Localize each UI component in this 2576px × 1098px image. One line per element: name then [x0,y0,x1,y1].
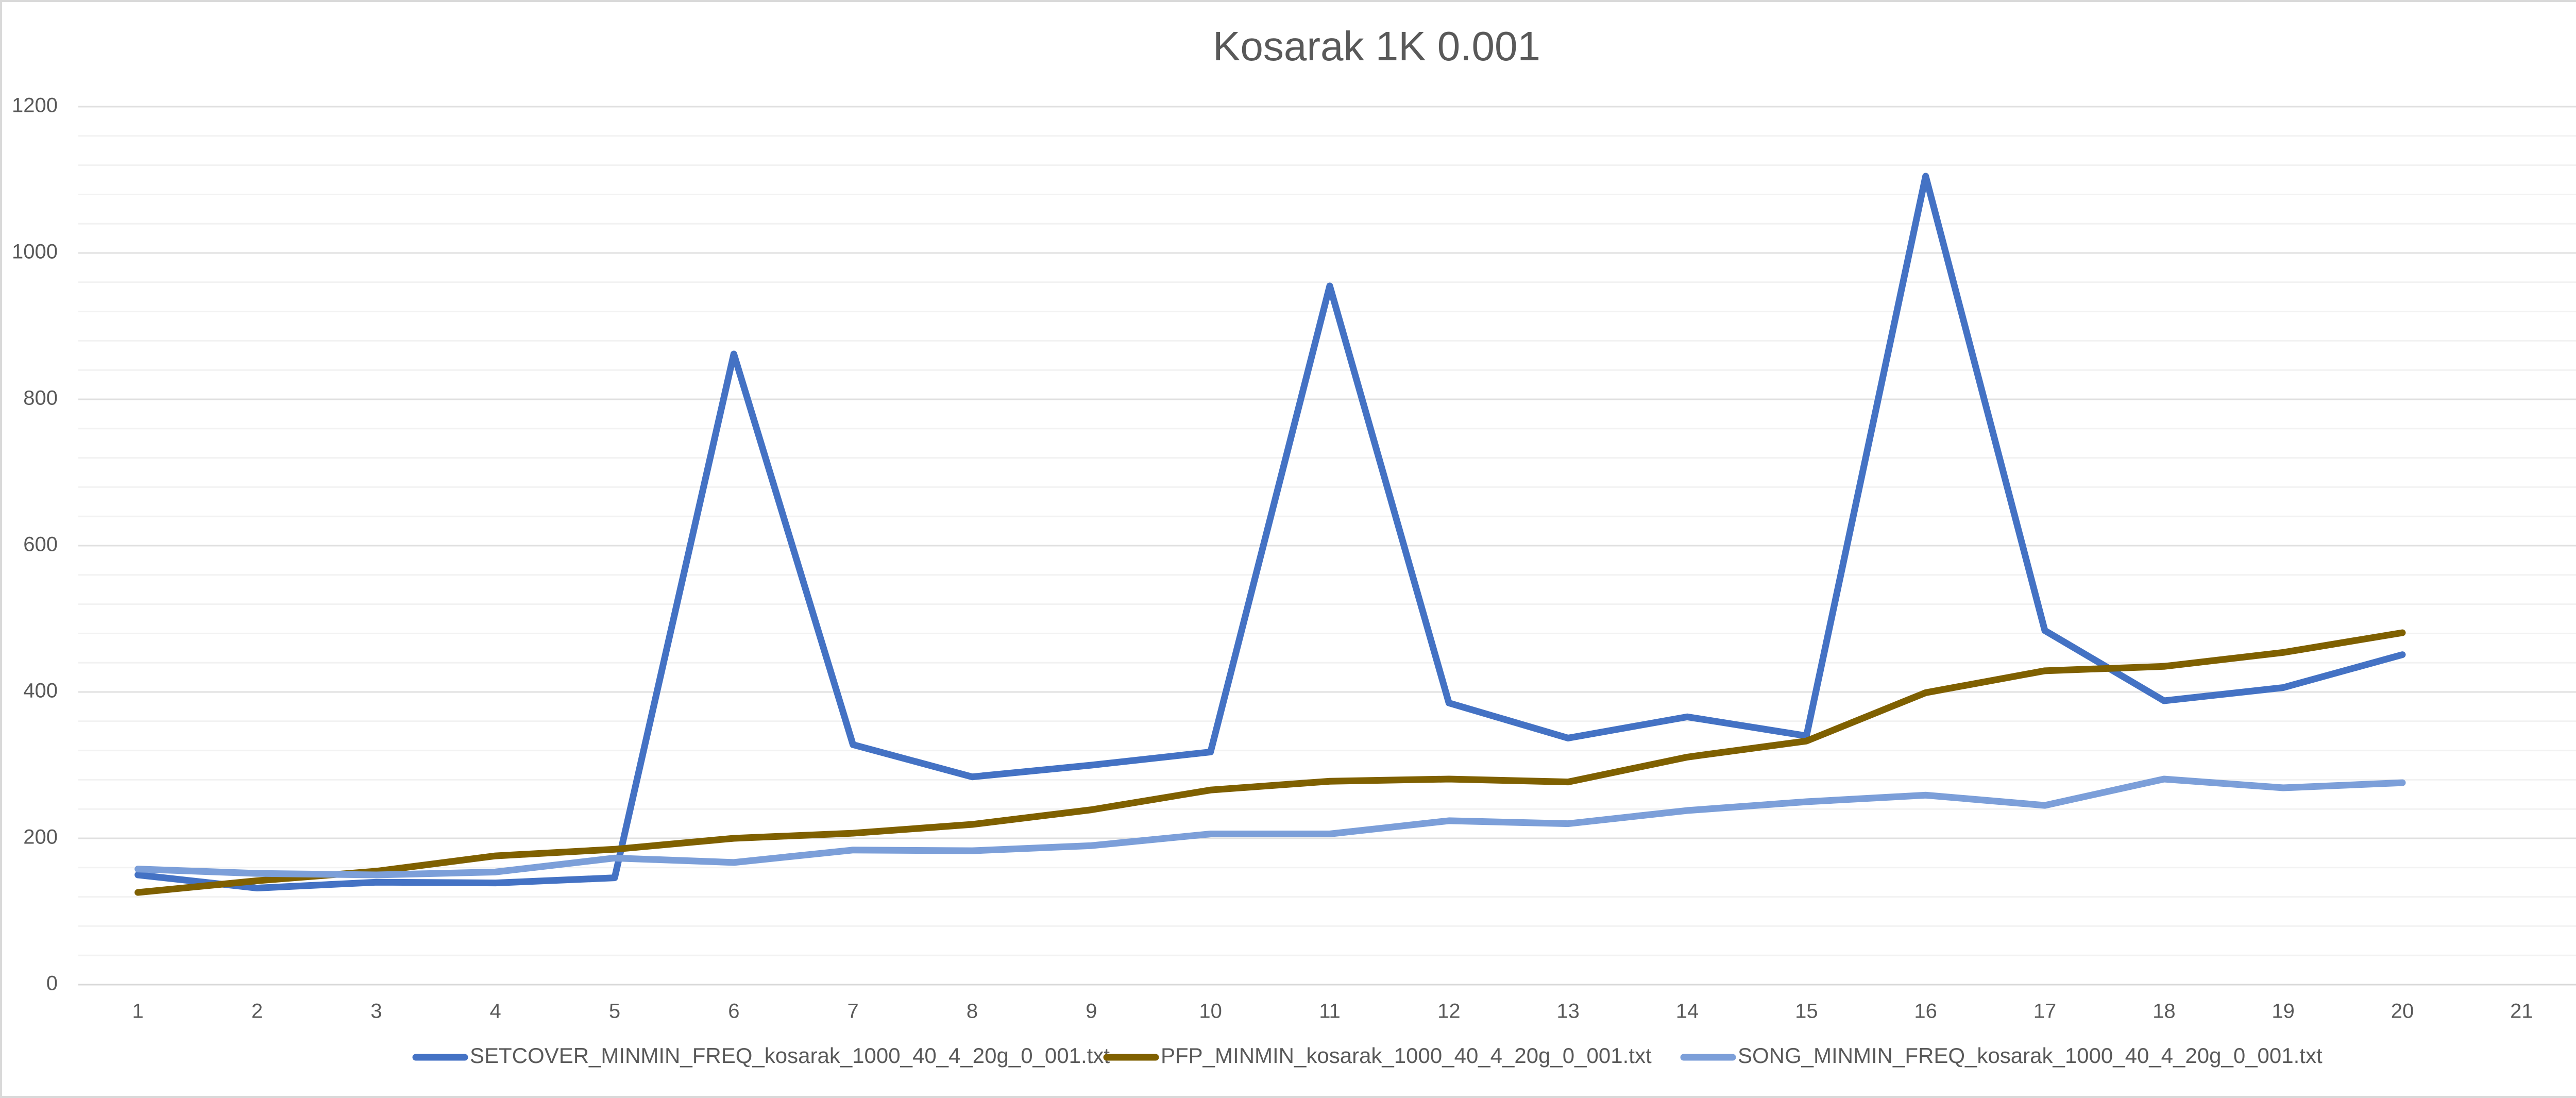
y-tick-label: 0 [46,972,58,995]
y-tick-label: 800 [23,387,58,410]
x-tick-label: 2 [251,1000,263,1023]
x-tick-label: 8 [967,1000,978,1023]
x-tick-label: 13 [1556,1000,1580,1023]
x-tick-label: 6 [728,1000,739,1023]
chart-title: Kosarak 1K 0.001 [1213,23,1540,69]
series-line [134,775,2406,879]
y-tick-label: 1200 [12,94,58,117]
legend-label: SETCOVER_MINMIN_FREQ_kosarak_1000_40_4_2… [470,1043,1110,1068]
x-tick-label: 17 [2033,1000,2057,1023]
x-tick-label: 9 [1086,1000,1097,1023]
x-tick-label: 21 [2510,1000,2533,1023]
x-tick-label: 5 [609,1000,620,1023]
x-tick-label: 11 [1319,1000,1341,1023]
legend-label: PFP_MINMIN_kosarak_1000_40_4_20g_0_001.t… [1161,1043,1652,1068]
x-tick-label: 15 [1795,1000,1818,1023]
y-tick-label: 600 [23,533,58,556]
legend-label: SONG_MINMIN_FREQ_kosarak_1000_40_4_20g_0… [1738,1043,2323,1068]
series-line [134,173,2406,892]
x-tick-label: 4 [490,1000,501,1023]
y-tick-label: 400 [23,680,58,702]
x-tick-label: 19 [2272,1000,2295,1023]
x-tick-label: 16 [1914,1000,1937,1023]
x-tick-label: 12 [1437,1000,1461,1023]
x-tick-label: 7 [848,1000,859,1023]
x-tick-label: 18 [2153,1000,2176,1023]
x-tick-label: 20 [2391,1000,2414,1023]
x-tick-label: 1 [132,1000,144,1023]
x-tick-label: 3 [370,1000,382,1023]
x-tick-label: 14 [1676,1000,1699,1023]
y-tick-label: 1000 [12,241,58,263]
x-tick-label: 10 [1199,1000,1222,1023]
y-tick-label: 200 [23,826,58,849]
series-line [134,629,2406,896]
